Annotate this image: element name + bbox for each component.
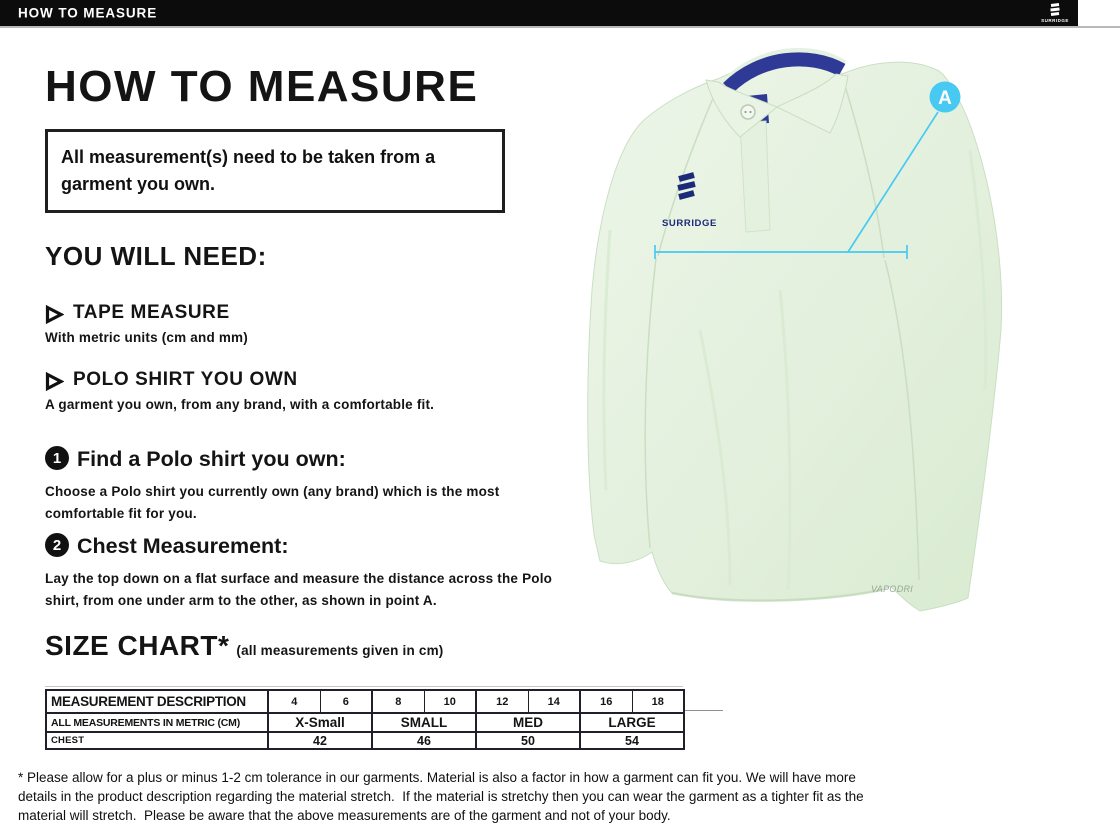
size-chart-subtitle: (all measurements given in cm) bbox=[236, 643, 444, 658]
size-cell: 14 bbox=[527, 689, 581, 714]
arrow-bullet-icon bbox=[45, 372, 64, 391]
row-header-metric: ALL MEASUREMENTS IN METRIC (CM) bbox=[45, 712, 269, 733]
fabric-brand-text: VAPODRI bbox=[871, 584, 913, 594]
header-divider bbox=[0, 26, 1120, 28]
shirt-chest-logo-icon: SURRIDGE bbox=[662, 172, 717, 229]
need-item-title: TAPE MEASURE bbox=[73, 302, 230, 323]
point-a-label: A bbox=[938, 88, 952, 109]
chest-measurement-line bbox=[654, 111, 939, 259]
size-cell: 8 bbox=[371, 689, 425, 714]
surridge-logo-icon bbox=[1050, 3, 1060, 16]
collar-inner-navy bbox=[723, 52, 846, 94]
step-description: Choose a Polo shirt you currently own (a… bbox=[45, 484, 500, 521]
collar-flap-right bbox=[775, 73, 849, 134]
brand-badge: SURRIDGE bbox=[1034, 0, 1076, 26]
step-number-badge: 1 bbox=[45, 446, 69, 470]
step-title: Chest Measurement: bbox=[77, 534, 289, 558]
size-cell: 4 bbox=[267, 689, 321, 714]
chest-value-cell: 42 bbox=[267, 731, 373, 750]
size-chart-heading: SIZE CHART* (all measurements given in cm… bbox=[45, 630, 443, 662]
size-group-cell: MED bbox=[475, 712, 581, 733]
polo-shirt-figure: SURRIDGE VAPODRI A bbox=[587, 47, 1003, 612]
size-chart-table: MEASUREMENT DESCRIPTION 4 6 8 10 12 14 1… bbox=[45, 689, 685, 750]
size-chart-title: SIZE CHART* bbox=[45, 630, 230, 661]
table-row-chest: CHEST 42 46 50 54 bbox=[45, 731, 685, 750]
table-right-stub-line bbox=[683, 710, 723, 711]
point-a-marker: A bbox=[929, 81, 961, 113]
step-number-badge: 2 bbox=[45, 533, 69, 557]
size-cell: 10 bbox=[423, 689, 477, 714]
size-cell: 16 bbox=[579, 689, 633, 714]
chest-value-cell: 46 bbox=[371, 731, 477, 750]
table-top-hairline bbox=[45, 686, 683, 687]
you-will-need-heading: YOU WILL NEED: bbox=[45, 241, 267, 271]
top-bar: HOW TO MEASURE SURRIDGE bbox=[0, 0, 1078, 26]
button-hole bbox=[749, 110, 752, 114]
size-group-cell: LARGE bbox=[579, 712, 685, 733]
col-header-measurement-description: MEASUREMENT DESCRIPTION bbox=[45, 689, 269, 714]
page-title: HOW TO MEASURE bbox=[45, 62, 479, 111]
chest-value-cell: 50 bbox=[475, 731, 581, 750]
need-item-description: A garment you own, from any brand, with … bbox=[45, 397, 435, 412]
shirt-logo-text: SURRIDGE bbox=[662, 218, 717, 229]
button-hole bbox=[744, 110, 747, 114]
collar-button bbox=[740, 104, 756, 120]
hem-shadow bbox=[671, 588, 883, 602]
brand-badge-text: SURRIDGE bbox=[1041, 18, 1069, 23]
size-group-cell: X-Small bbox=[267, 712, 373, 733]
table-row-sizes: MEASUREMENT DESCRIPTION 4 6 8 10 12 14 1… bbox=[45, 689, 685, 714]
need-item-description: With metric units (cm and mm) bbox=[45, 330, 248, 345]
size-group-cell: SMALL bbox=[371, 712, 477, 733]
table-row-metric: ALL MEASUREMENTS IN METRIC (CM) X-Small … bbox=[45, 712, 685, 733]
notice-box: All measurement(s) need to be taken from… bbox=[45, 129, 505, 213]
size-cell: 12 bbox=[475, 689, 529, 714]
arrow-bullet-icon bbox=[45, 305, 64, 324]
chest-value-cell: 54 bbox=[579, 731, 685, 750]
need-item-title: POLO SHIRT YOU OWN bbox=[73, 369, 298, 390]
row-header-chest: CHEST bbox=[45, 731, 269, 750]
size-cell: 18 bbox=[631, 689, 685, 714]
step-description: Lay the top down on a flat surface and m… bbox=[45, 571, 553, 608]
tolerance-footnote: * Please allow for a plus or minus 1-2 c… bbox=[18, 770, 868, 823]
step-title: Find a Polo shirt you own: bbox=[77, 447, 346, 471]
top-bar-title: HOW TO MEASURE bbox=[18, 5, 158, 21]
size-cell: 6 bbox=[319, 689, 373, 714]
shirt-folds bbox=[602, 149, 988, 591]
shirt-body bbox=[587, 60, 1003, 612]
